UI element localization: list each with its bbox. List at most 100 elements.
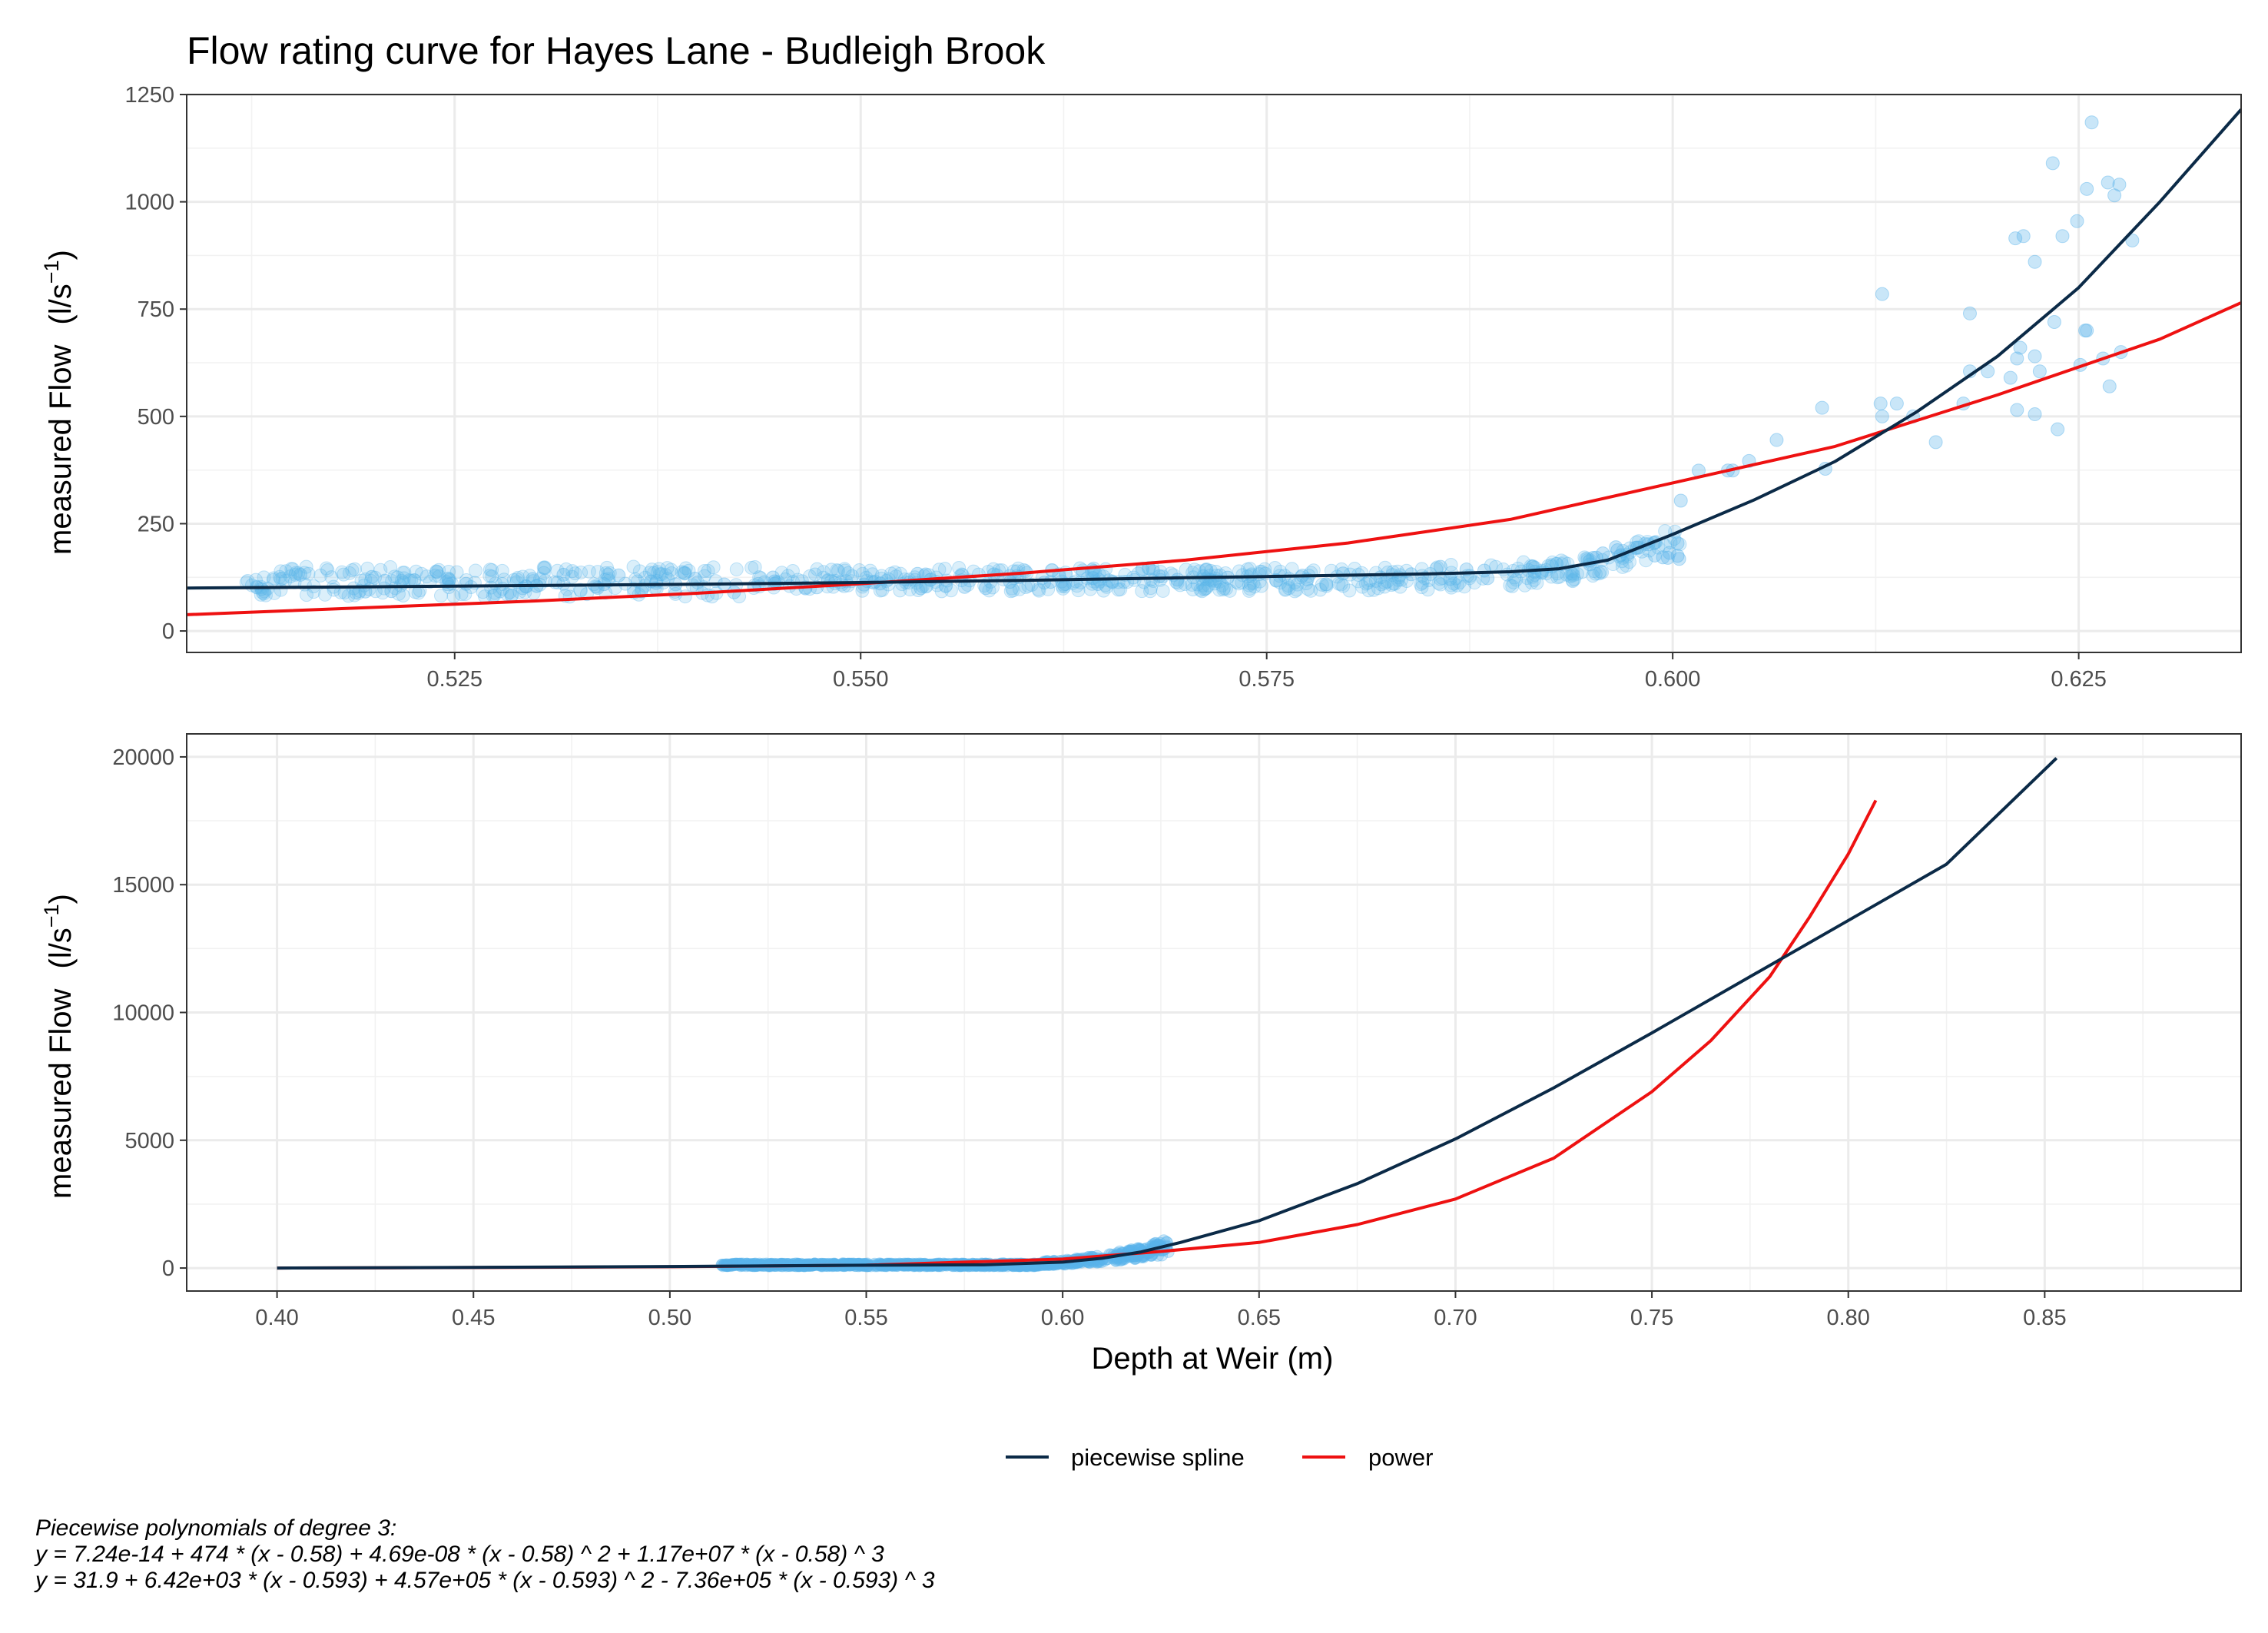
top-data-point [1282,581,1296,596]
top-data-point [1962,306,1977,320]
top-data-point [536,560,551,575]
top-data-point [1656,550,1670,565]
top-data-point [2078,324,2093,338]
top-data-point [1517,578,1532,592]
top-data-point [432,569,446,584]
top-line-piecewise-spline [187,108,2241,590]
top-data-point [1253,565,1268,579]
top-data-point [1815,400,1829,415]
top-data-point [1153,565,1168,579]
top-data-point [2080,181,2094,196]
top-data-point [1769,433,1784,447]
top-data-point [1444,558,1458,573]
top-data-point [598,566,613,580]
top-data-point [337,567,351,582]
top-data-point [559,562,573,576]
top-data-point [1433,577,1447,592]
top-data-point [1071,583,1086,598]
top-data-point [502,585,517,599]
top-data-point [1056,577,1071,592]
top-data-point [279,564,293,579]
top-data-point [429,565,444,579]
top-data-point [1553,569,1567,584]
top-data-point [538,560,552,575]
top-data-point [1928,435,1943,450]
top-data-point [807,567,822,582]
top-data-point [911,583,926,597]
top-data-point [1386,576,1401,591]
top-data-point [1056,581,1070,596]
top-data-point [486,589,500,603]
top-data-point [934,584,949,599]
top-data-point [1639,553,1653,568]
top-data-point [1212,583,1227,597]
bottom-data-point [736,1257,749,1270]
top-data-point [396,571,411,586]
top-data-point [1358,576,1373,591]
top-data-point [1873,397,1888,411]
bottom-y-tick-label: 10000 [112,1001,174,1026]
top-data-point [582,564,596,579]
top-data-point [2047,314,2061,329]
top-data-point [744,560,759,575]
top-data-point [396,588,410,602]
top-data-point [1647,548,1662,563]
top-data-point [345,563,360,577]
top-data-point [432,563,446,577]
top-data-point [1566,574,1580,589]
top-data-point [2084,115,2099,130]
top-data-point [1319,577,1334,592]
legend-label-piecewise-spline: piecewise spline [1071,1444,1245,1471]
top-data-point [1384,578,1399,592]
top-data-point [952,561,967,576]
top-panel-measured-points [239,115,2140,604]
top-data-point [2125,233,2140,247]
top-data-point [373,563,388,577]
top-data-point [318,587,333,602]
top-data-point [1563,569,1578,583]
top-data-point [1567,572,1582,586]
bottom-line-piecewise-spline [277,757,2058,1270]
top-data-point [1430,560,1444,575]
top-data-point [1254,579,1268,593]
top-data-point [274,572,288,586]
top-data-point [442,573,456,587]
caption: Piecewise polynomials of degree 3: y = 7… [34,1515,935,1593]
top-data-point [1252,574,1267,589]
top-data-point [1622,555,1636,569]
top-panel-axes: 0.525 0.550 0.575 0.600 0.625 0 250 500 750 1000 1… [124,83,2242,692]
top-data-point [1670,549,1685,563]
top-data-point [396,566,410,580]
top-y-tick-label: 750 [138,297,174,322]
bottom-x-tick-label: 0.40 [255,1306,298,1330]
top-data-point [1313,583,1328,597]
bottom-panel-gridlines [187,734,2241,1291]
top-data-point [824,563,839,577]
top-data-point [1658,538,1673,553]
top-data-point [1673,537,1687,552]
top-data-point [1185,582,1200,596]
top-data-point [1415,576,1430,590]
top-data-point [658,568,673,583]
y-axis-title-top: measured Flow(l/s−1) [40,250,78,555]
top-data-point [1592,566,1606,581]
top-data-point [2107,188,2122,203]
top-data-point [1179,563,1193,577]
top-data-point [2010,403,2024,417]
top-data-point [574,565,589,579]
top-data-point [2055,229,2070,244]
top-data-point [1595,565,1610,579]
top-data-point [469,563,483,578]
top-data-point [2016,229,2031,244]
top-data-point [1111,583,1126,597]
top-data-point [1219,582,1233,596]
top-data-point [1222,583,1237,598]
top-data-point [646,566,661,580]
top-data-point [319,561,333,576]
top-data-point [1278,582,1293,596]
top-data-point [1619,558,1633,573]
top-data-point [485,569,499,584]
top-x-tick-label: 0.600 [1645,667,1701,692]
top-data-point [1242,583,1256,598]
bottom-x-tick-label: 0.65 [1238,1306,1281,1330]
